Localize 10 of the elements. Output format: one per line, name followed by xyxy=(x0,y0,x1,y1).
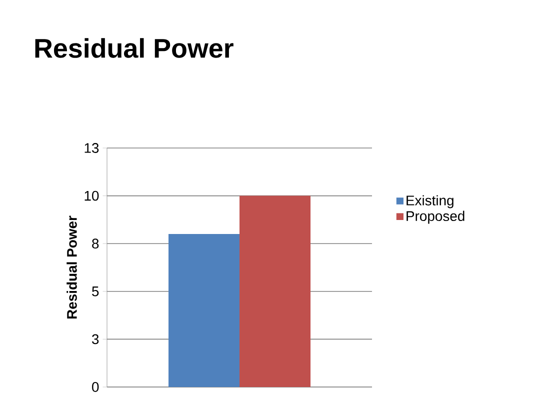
y-tick-label: 3 xyxy=(92,334,99,344)
y-tick-label: 10 xyxy=(84,190,99,201)
legend-label: Existing xyxy=(406,195,454,208)
y-axis-title: Residual Power xyxy=(66,216,77,318)
y-tick-label: 0 xyxy=(92,382,99,392)
chart-title: Residual Power xyxy=(35,38,234,58)
y-tick-label: 5 xyxy=(92,286,99,296)
legend-label: Proposed xyxy=(406,210,464,224)
y-tick-label: 13 xyxy=(84,143,99,153)
y-tick-label: 8 xyxy=(92,238,99,249)
